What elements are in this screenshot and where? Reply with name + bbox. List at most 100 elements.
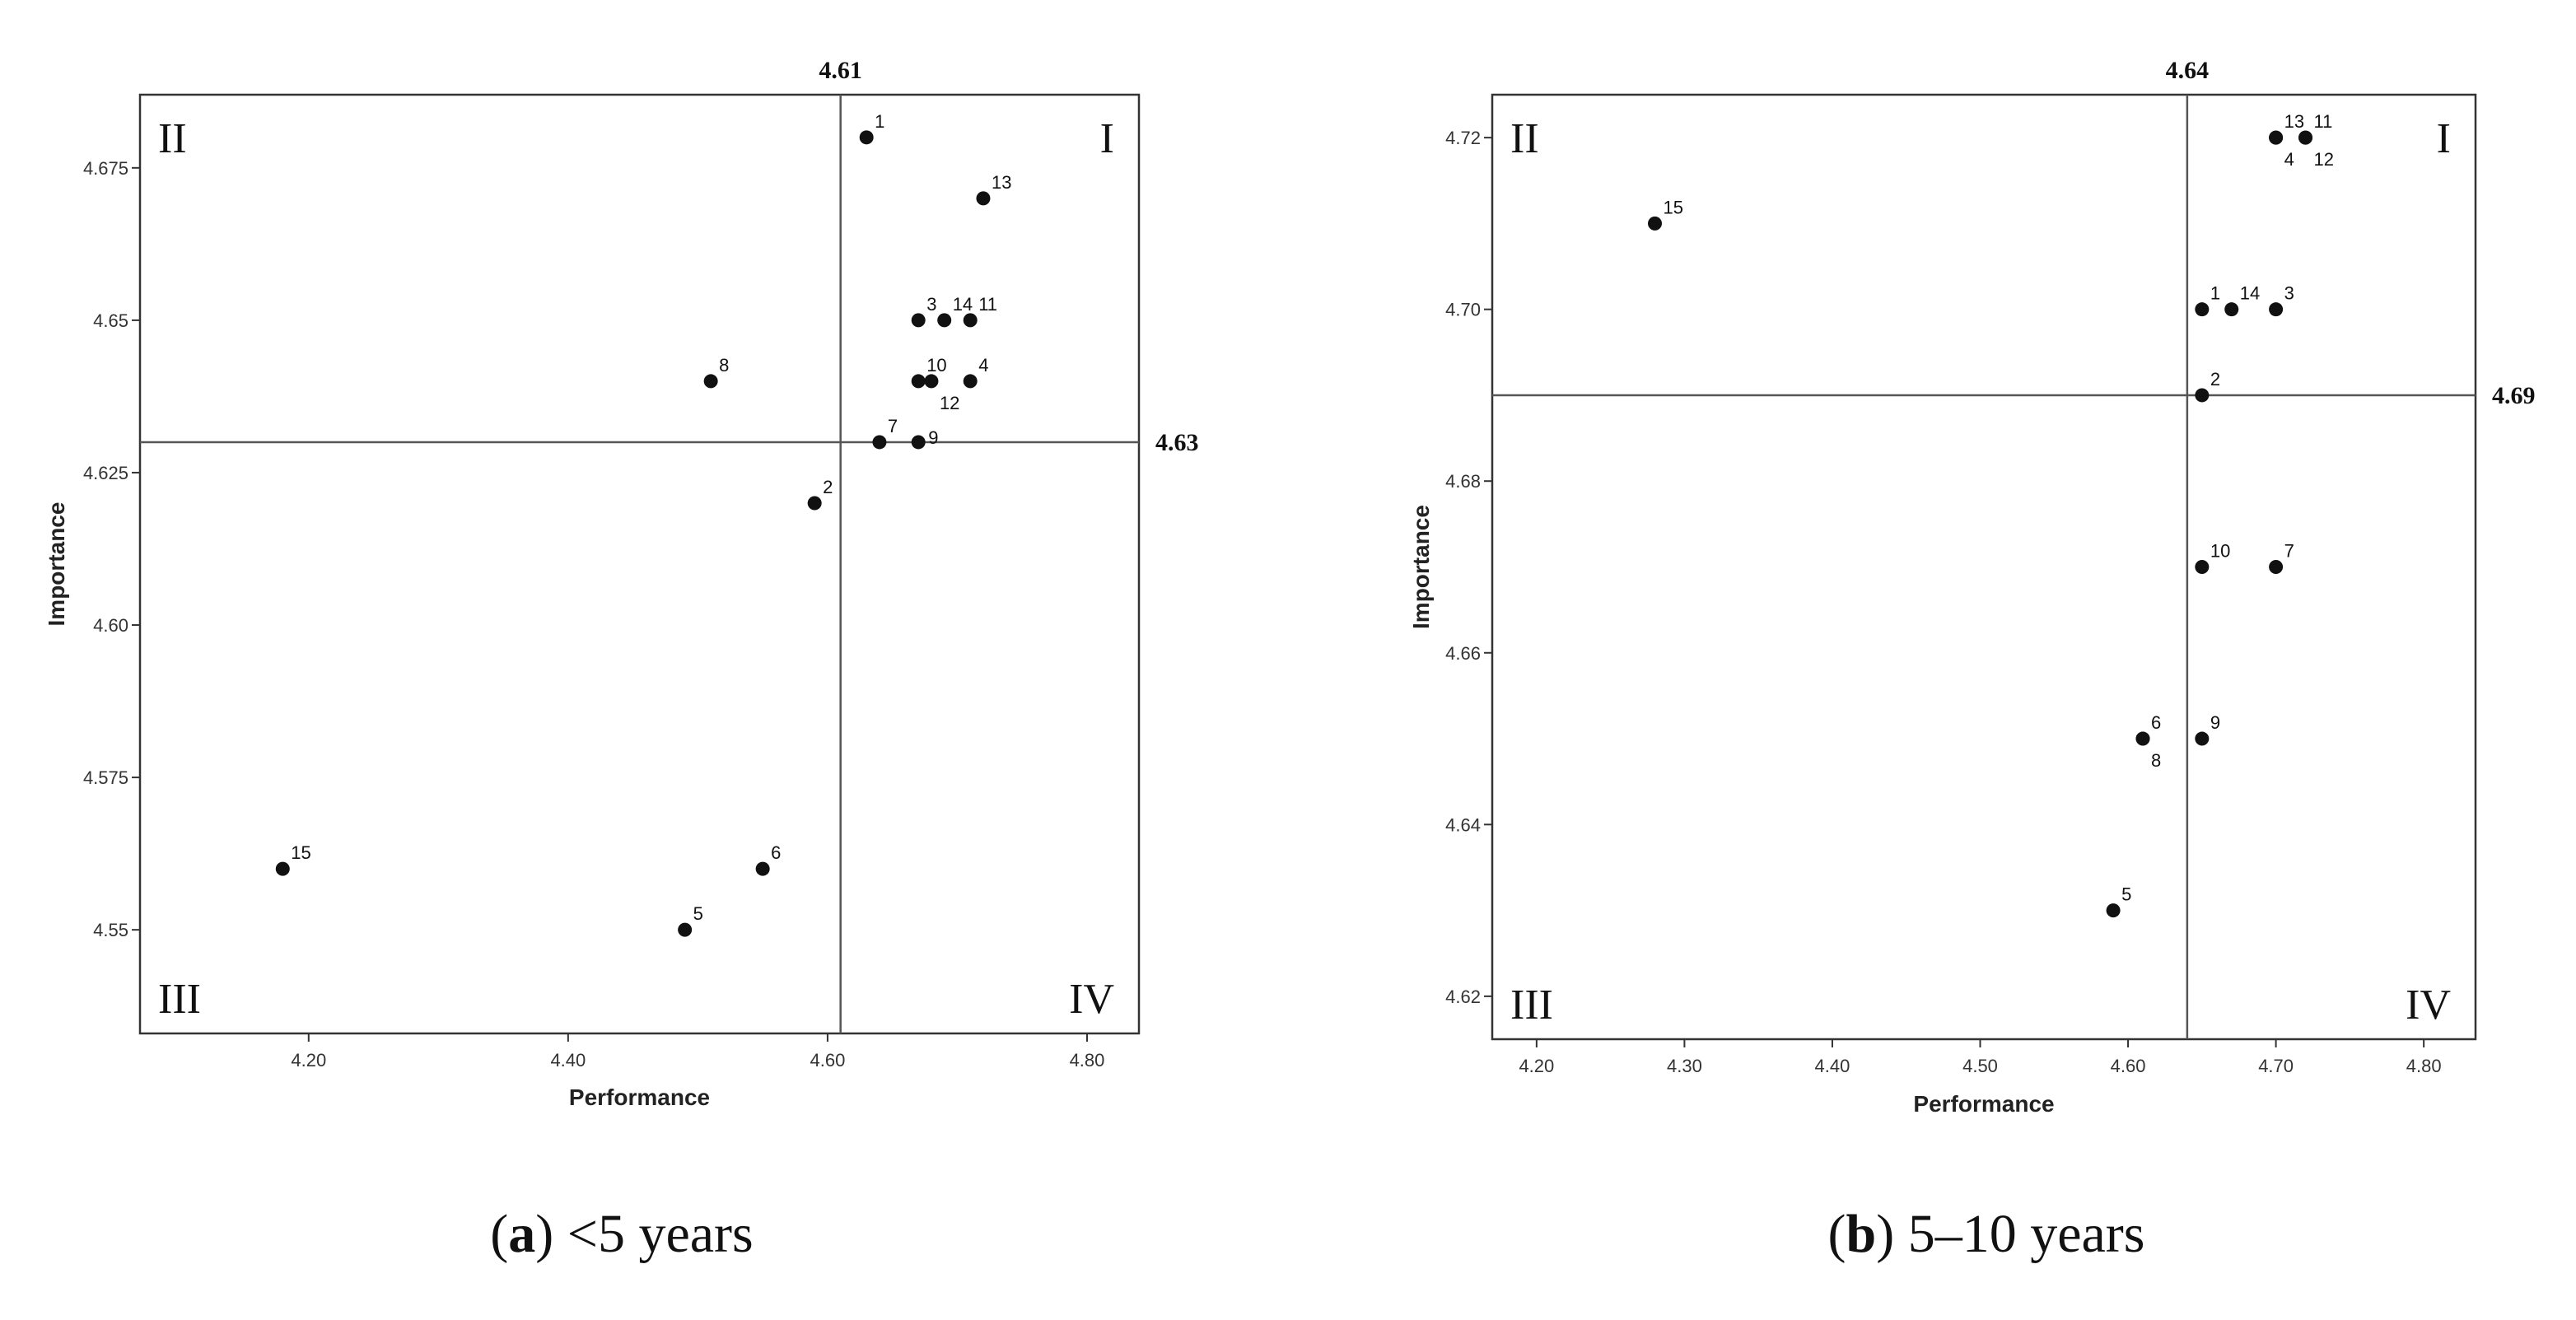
x-tick-label: 4.40 <box>1815 1056 1850 1076</box>
y-axis-title: Importance <box>44 502 69 627</box>
quadrant-label-ii: II <box>158 115 187 162</box>
data-point-9 <box>911 435 926 450</box>
y-tick-label: 4.72 <box>1445 128 1481 148</box>
quadrant-label-i: I <box>1100 115 1114 162</box>
data-point-label-11: 11 <box>2314 111 2333 132</box>
x-mean-label: 4.61 <box>819 57 862 84</box>
data-point-label-5: 5 <box>693 903 703 924</box>
data-point-13 <box>976 191 991 206</box>
data-point-10 <box>911 374 926 389</box>
data-point-10 <box>2195 560 2210 574</box>
data-point-label-8: 8 <box>719 355 729 375</box>
data-point-1 <box>2195 302 2210 317</box>
caption-b: (b) 5–10 years <box>1828 1204 2145 1264</box>
x-tick-label: 4.30 <box>1667 1056 1702 1076</box>
data-point-label-1: 1 <box>2210 283 2220 304</box>
y-mean-label: 4.63 <box>1155 429 1199 456</box>
data-point-7 <box>872 435 887 450</box>
y-tick-label: 4.575 <box>83 767 128 788</box>
data-point-label-13: 13 <box>2284 111 2304 132</box>
data-point-label-2: 2 <box>823 477 833 497</box>
data-point-label-3: 3 <box>926 294 936 315</box>
caption-b-letter: b <box>1846 1204 1877 1264</box>
data-point-label-12: 12 <box>2314 149 2334 170</box>
quadrant-label-ii: II <box>1510 115 1539 162</box>
data-point-8 <box>2135 731 2150 746</box>
y-axis-title: Importance <box>1408 505 1434 629</box>
data-point-label-5: 5 <box>2121 884 2131 905</box>
data-point-label-2: 2 <box>2210 369 2220 389</box>
data-point-label-14: 14 <box>2240 283 2260 304</box>
data-point-3 <box>911 313 926 328</box>
chart-a-less-than-5-years: 4.20 4.40 4.60 4.80 4.55 4.575 4.60 4.625 4.65 4.… <box>44 57 1199 1110</box>
data-point-label-14: 14 <box>953 294 973 315</box>
y-tick-label: 4.70 <box>1445 300 1481 320</box>
data-point-3 <box>2269 302 2284 317</box>
data-point-label-6: 6 <box>2151 712 2161 733</box>
y-tick-label: 4.55 <box>93 920 128 940</box>
quadrant-label-iv: IV <box>1069 976 1114 1023</box>
y-tick-label: 4.625 <box>83 463 128 483</box>
y-tick-label: 4.675 <box>83 158 128 179</box>
data-point-8 <box>703 374 718 389</box>
data-point-2 <box>807 496 822 511</box>
quadrant-label-iii: III <box>158 976 201 1023</box>
data-point-12 <box>924 374 939 389</box>
x-tick-label: 4.60 <box>2111 1056 2146 1076</box>
y-tick-label: 4.65 <box>93 310 128 331</box>
x-tick-label: 4.80 <box>1070 1050 1105 1070</box>
x-tick-label: 4.40 <box>550 1050 586 1070</box>
data-point-label-12: 12 <box>940 393 959 413</box>
data-point-label-7: 7 <box>2284 541 2294 562</box>
x-axis-title: Performance <box>569 1084 710 1110</box>
plot-frame <box>138 93 1141 1035</box>
y-mean-label: 4.69 <box>2492 382 2536 409</box>
data-point-5 <box>678 922 693 937</box>
x-tick-label: 4.80 <box>2406 1056 2442 1076</box>
data-point-label-7: 7 <box>888 416 898 436</box>
data-point-2 <box>2195 388 2210 403</box>
y-tick-label: 4.68 <box>1445 471 1481 492</box>
data-point-label-8: 8 <box>2151 750 2161 771</box>
data-point-label-10: 10 <box>2210 541 2230 562</box>
data-point-4 <box>2269 130 2284 145</box>
data-point-label-10: 10 <box>926 355 946 375</box>
data-point-label-3: 3 <box>2284 283 2294 304</box>
caption-a-letter: a <box>508 1204 535 1264</box>
y-tick-label: 4.66 <box>1445 643 1481 664</box>
quadrant-label-iv: IV <box>2406 982 2451 1028</box>
y-tick-label: 4.62 <box>1445 987 1481 1007</box>
data-point-label-4: 4 <box>978 355 988 375</box>
data-point-15 <box>275 861 290 876</box>
data-point-14 <box>2224 302 2239 317</box>
x-tick-label: 4.50 <box>1962 1056 1998 1076</box>
x-mean-label: 4.64 <box>2166 57 2210 84</box>
x-tick-label: 4.20 <box>1519 1056 1554 1076</box>
data-point-label-11: 11 <box>978 294 997 315</box>
quadrant-label-iii: III <box>1510 982 1553 1028</box>
data-point-label-9: 9 <box>2210 712 2220 733</box>
data-point-15 <box>1648 216 1663 231</box>
x-tick-label: 4.60 <box>810 1050 846 1070</box>
data-point-12 <box>2298 130 2313 145</box>
data-point-14 <box>937 313 952 328</box>
x-tick-label: 4.20 <box>291 1050 326 1070</box>
caption-b-text: 5–10 years <box>1908 1204 2145 1264</box>
data-point-label-1: 1 <box>875 111 884 132</box>
data-point-5 <box>2106 903 2121 918</box>
data-point-label-13: 13 <box>992 172 1011 193</box>
quadrant-label-i: I <box>2437 115 2451 162</box>
plot-frame <box>1491 93 2477 1041</box>
data-point-label-15: 15 <box>291 842 310 863</box>
caption-a-text: <5 years <box>567 1204 754 1264</box>
y-tick-label: 4.64 <box>1445 814 1481 835</box>
y-tick-label: 4.60 <box>93 615 128 636</box>
data-point-6 <box>755 861 770 876</box>
data-point-9 <box>2195 731 2210 746</box>
data-point-label-15: 15 <box>1664 197 1683 217</box>
data-point-4 <box>963 374 978 389</box>
data-point-7 <box>2269 560 2284 574</box>
data-point-label-6: 6 <box>771 842 781 863</box>
chart-b-5-to-10-years: 4.20 4.30 4.40 4.50 4.60 4.70 4.80 4.62 4.64 4.66… <box>1408 57 2536 1117</box>
